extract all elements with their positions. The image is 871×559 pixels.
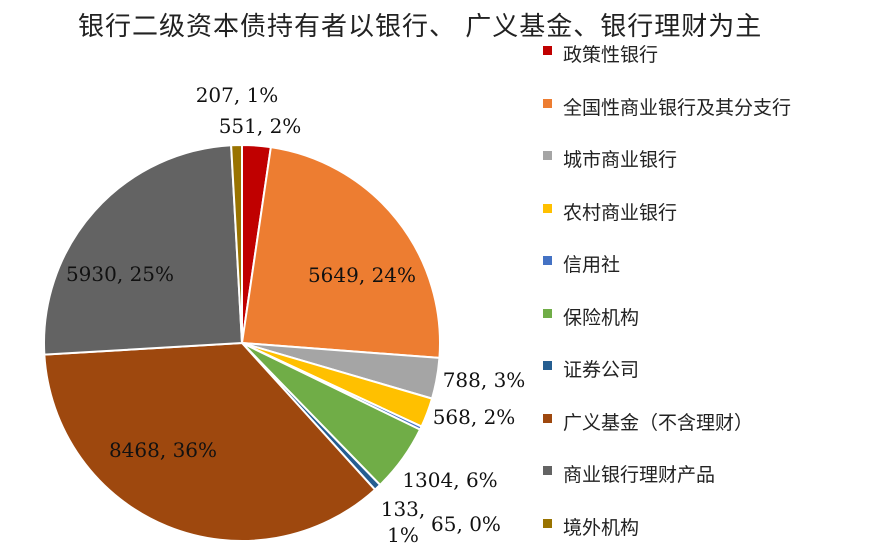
data-label: 5649, 24%	[308, 263, 416, 287]
pie-slice	[43, 144, 244, 356]
legend-swatch	[543, 413, 552, 423]
legend-swatch	[543, 151, 552, 160]
data-label: 1304, 6%	[402, 468, 497, 492]
legend-label: 保险机构	[563, 306, 640, 329]
legend-label: 证券公司	[563, 359, 640, 381]
data-label: 207, 1%	[196, 83, 279, 107]
data-label: 65, 0%	[431, 512, 501, 536]
chart-title: 银行二级资本债持有者以银行、 广义基金、银行理财为主	[78, 12, 763, 42]
legend-swatch	[543, 46, 552, 55]
legend-swatch	[543, 256, 552, 265]
legend-label: 政策性银行	[563, 44, 659, 66]
legend-swatch	[543, 518, 552, 528]
legend-label: 境外机构	[563, 516, 640, 539]
data-label: 8468, 36%	[109, 438, 217, 462]
legend-label: 城市商业银行	[563, 149, 678, 171]
legend-swatch	[543, 203, 552, 213]
pie-slice	[43, 341, 377, 542]
legend-label: 广义基金（不含理财）	[563, 411, 754, 434]
pie-slice	[240, 145, 441, 360]
data-label: 5930, 25%	[66, 262, 174, 286]
data-label: 133, 1%	[381, 497, 426, 547]
legend-swatch	[543, 308, 552, 318]
data-label: 788, 3%	[443, 368, 526, 392]
data-label: 551, 2%	[219, 114, 302, 138]
legend-swatch	[543, 466, 552, 475]
legend-label: 信用社	[563, 254, 621, 276]
pie-slice	[230, 143, 243, 344]
legend-label: 农村商业银行	[563, 201, 678, 224]
legend-label: 全国性商业银行及其分支行	[563, 96, 792, 119]
legend-swatch	[543, 98, 552, 108]
legend-swatch	[543, 361, 552, 370]
legend-label: 商业银行理财产品	[563, 464, 716, 486]
data-label: 568, 2%	[433, 405, 516, 429]
